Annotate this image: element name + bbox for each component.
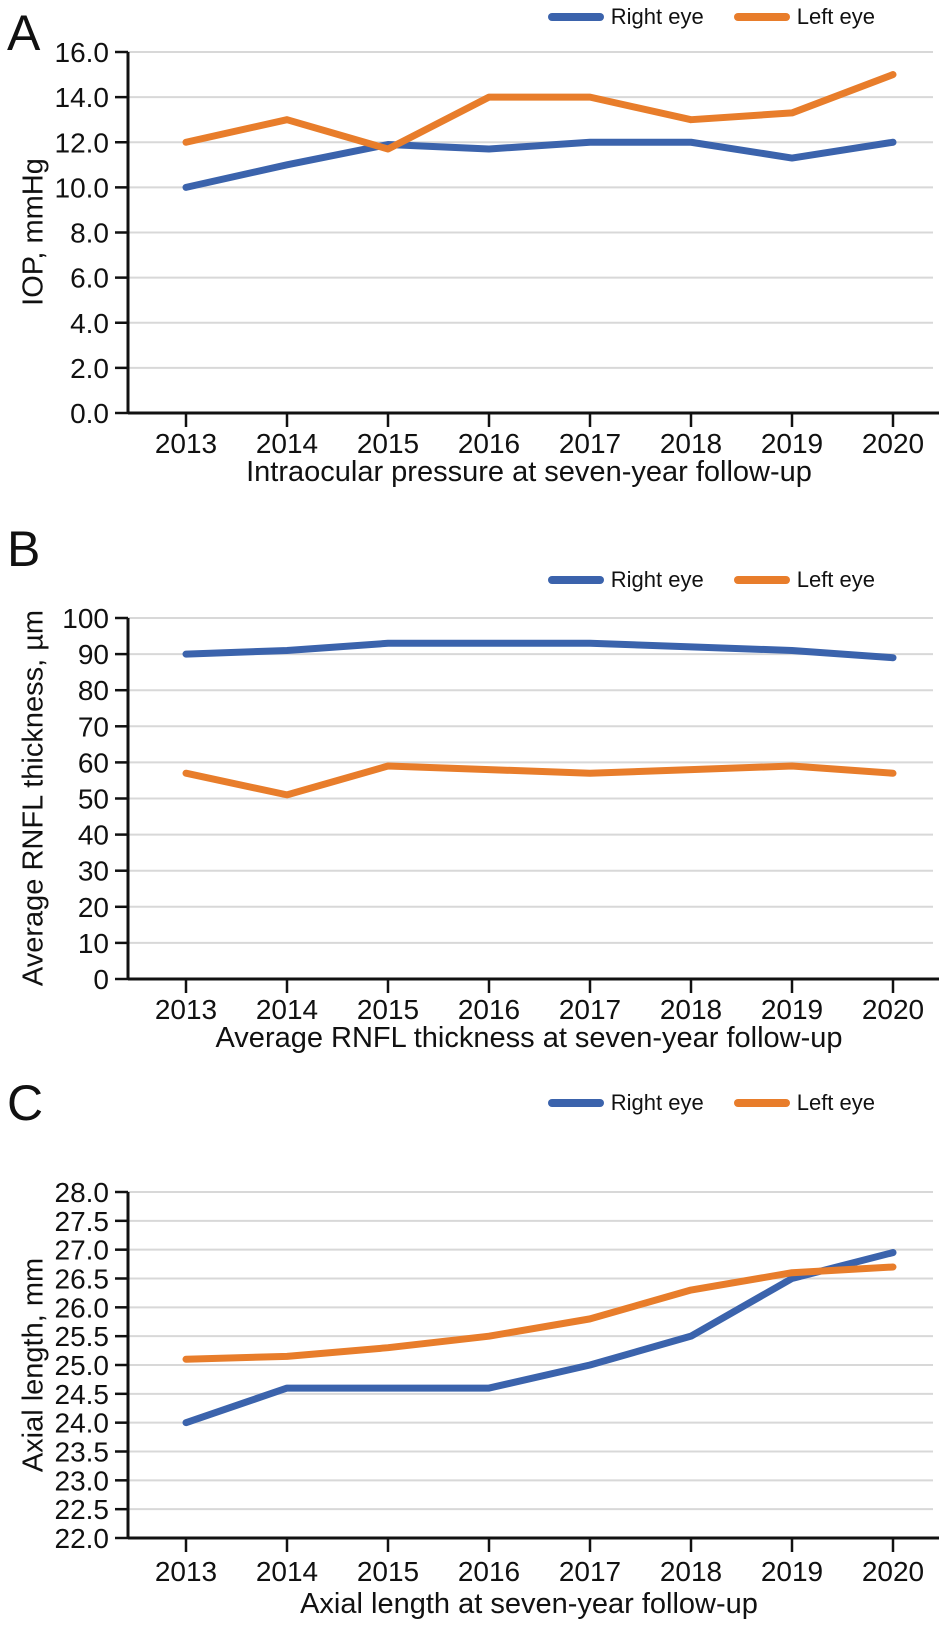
- y-tick-label: 50: [78, 784, 109, 815]
- legend-right-eye-label: Right eye: [610, 4, 704, 29]
- y-tick-label: 100: [62, 603, 109, 634]
- y-tick-label: 27.0: [55, 1235, 110, 1266]
- legend-item-right-eye: Right eye: [547, 4, 704, 30]
- panel-a-y-axis-title: IOP, mmHg: [17, 158, 50, 306]
- series-line-left-eye: [182, 762, 897, 799]
- y-tick-label: 40: [78, 820, 109, 851]
- x-tick-label: 2019: [761, 1556, 823, 1587]
- legend-item-right-eye: Right eye: [547, 567, 704, 593]
- y-tick-label: 16.0: [55, 37, 110, 68]
- y-tick-label: 14.0: [55, 82, 110, 113]
- x-tick-label: 2019: [761, 428, 823, 459]
- legend-left-eye-label: Left eye: [796, 1090, 875, 1115]
- x-tick-label: 2017: [559, 994, 621, 1025]
- panel-c-legend: Right eye Left eye: [547, 1090, 875, 1116]
- y-tick-label: 25.0: [55, 1350, 110, 1381]
- x-tick-label: 2014: [256, 994, 318, 1025]
- y-tick-label: 22.5: [55, 1494, 110, 1525]
- series-line-right-eye: [182, 138, 897, 191]
- y-tick-label: 80: [78, 675, 109, 706]
- series-line-right-eye: [182, 1249, 897, 1427]
- panel-b-legend: Right eye Left eye: [547, 567, 875, 593]
- x-tick-label: 2017: [559, 1556, 621, 1587]
- x-tick-label: 2020: [862, 994, 924, 1025]
- right-eye-line-swatch: [547, 1099, 604, 1107]
- panel-c-letter: C: [7, 1075, 44, 1131]
- series-line-left-eye: [182, 71, 897, 153]
- left-eye-line-swatch: [733, 1099, 790, 1107]
- y-tick-label: 10: [78, 928, 109, 959]
- x-tick-label: 2020: [862, 428, 924, 459]
- left-eye-line-swatch: [733, 576, 790, 584]
- x-tick-label: 2013: [155, 428, 217, 459]
- x-tick-label: 2018: [660, 994, 722, 1025]
- y-tick-label: 24.5: [55, 1379, 110, 1410]
- panel-c-y-axis-title: Axial length, mm: [17, 1257, 50, 1473]
- x-tick-label: 2018: [660, 428, 722, 459]
- panel-b-letter: B: [7, 521, 41, 577]
- panel-a-legend: Right eye Left eye: [547, 4, 875, 30]
- y-tick-label: 12.0: [55, 127, 110, 158]
- x-tick-label: 2015: [357, 1556, 419, 1587]
- y-tick-label: 24.0: [55, 1408, 110, 1439]
- x-tick-label: 2015: [357, 994, 419, 1025]
- y-tick-label: 22.0: [55, 1523, 110, 1554]
- legend-item-left-eye: Left eye: [733, 567, 875, 593]
- right-eye-line-swatch: [547, 576, 604, 584]
- legend-left-eye-label: Left eye: [796, 4, 875, 29]
- x-tick-label: 2014: [256, 1556, 318, 1587]
- x-tick-label: 2016: [458, 994, 520, 1025]
- legend-left-eye-label: Left eye: [796, 567, 875, 592]
- legend-item-left-eye: Left eye: [733, 4, 875, 30]
- x-tick-label: 2018: [660, 1556, 722, 1587]
- x-tick-label: 2016: [458, 1556, 520, 1587]
- y-tick-label: 23.5: [55, 1437, 110, 1468]
- panel-b-x-axis-title: Average RNFL thickness at seven-year fol…: [215, 1022, 843, 1054]
- y-tick-label: 70: [78, 711, 109, 742]
- y-tick-label: 25.5: [55, 1321, 110, 1352]
- panel-c-x-axis-title: Axial length at seven-year follow-up: [300, 1588, 758, 1620]
- y-tick-label: 27.5: [55, 1206, 110, 1237]
- y-tick-label: 26.0: [55, 1292, 110, 1323]
- y-tick-label: 26.5: [55, 1264, 110, 1295]
- y-tick-label: 6.0: [70, 263, 109, 294]
- y-tick-label: 2.0: [70, 353, 109, 384]
- y-tick-label: 20: [78, 892, 109, 923]
- x-tick-label: 2019: [761, 994, 823, 1025]
- x-tick-label: 2017: [559, 428, 621, 459]
- x-tick-label: 2015: [357, 428, 419, 459]
- y-tick-label: 4.0: [70, 308, 109, 339]
- legend-item-left-eye: Left eye: [733, 1090, 875, 1116]
- legend-right-eye-label: Right eye: [610, 567, 704, 592]
- left-eye-line-swatch: [733, 13, 790, 21]
- y-tick-label: 28.0: [55, 1177, 110, 1208]
- y-tick-label: 23.0: [55, 1465, 110, 1496]
- panel-a-x-axis-title: Intraocular pressure at seven-year follo…: [246, 456, 812, 488]
- x-tick-label: 2013: [155, 1556, 217, 1587]
- y-tick-label: 8.0: [70, 218, 109, 249]
- y-tick-label: 60: [78, 747, 109, 778]
- y-tick-label: 90: [78, 639, 109, 670]
- series-line-left-eye: [182, 1263, 897, 1363]
- right-eye-line-swatch: [547, 13, 604, 21]
- y-tick-label: 0: [93, 964, 109, 995]
- series-line-right-eye: [182, 639, 897, 662]
- legend-right-eye-label: Right eye: [610, 1090, 704, 1115]
- x-tick-label: 2016: [458, 428, 520, 459]
- y-tick-label: 10.0: [55, 172, 110, 203]
- y-tick-label: 0.0: [70, 398, 109, 429]
- y-tick-label: 30: [78, 856, 109, 887]
- x-tick-label: 2020: [862, 1556, 924, 1587]
- panel-b-y-axis-title: Average RNFL thickness, µm: [17, 609, 50, 987]
- x-tick-label: 2014: [256, 428, 318, 459]
- x-tick-label: 2013: [155, 994, 217, 1025]
- legend-item-right-eye: Right eye: [547, 1090, 704, 1116]
- panel-a-letter: A: [7, 5, 41, 61]
